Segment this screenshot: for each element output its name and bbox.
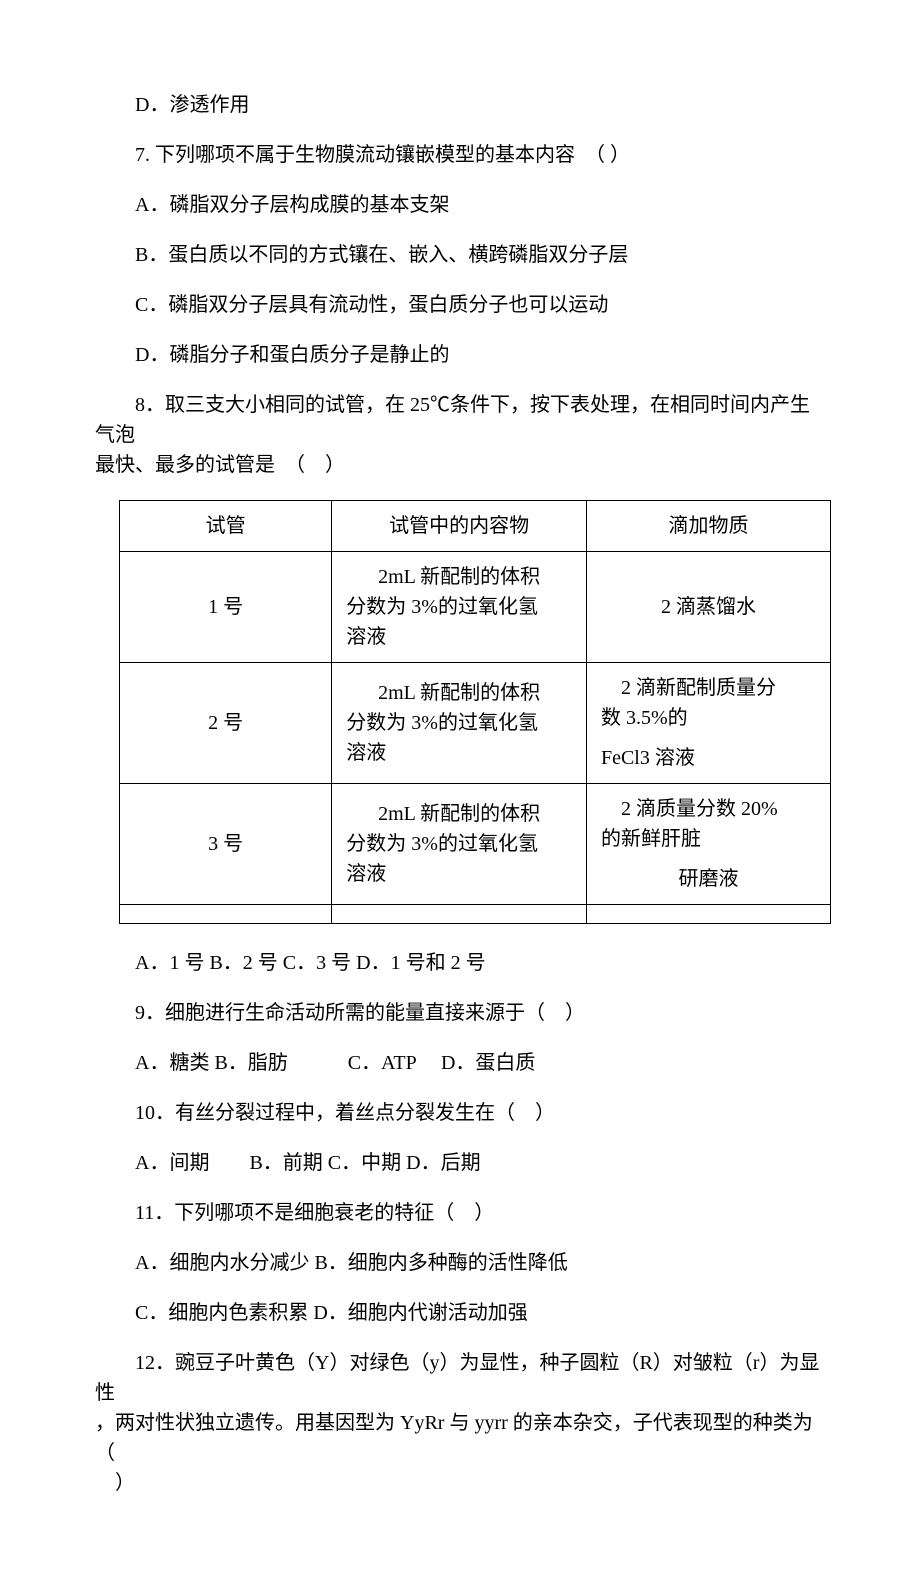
q12-line3: ） — [95, 1472, 135, 1494]
q11-stem: 11．下列哪项不是细胞衰老的特征（ ） — [95, 1198, 825, 1228]
q9-options: A．糖类 B．脂肪 C．ATP D．蛋白质 — [95, 1048, 825, 1078]
cell-line: 研磨液 — [601, 864, 816, 894]
table-cell-additive: 2 滴质量分数 20% 的新鲜肝脏 研磨液 — [586, 784, 830, 905]
cell-line: 2mL 新配制的体积 — [346, 678, 572, 708]
table-cell-additive: 2 滴新配制质量分 数 3.5%的 FeCl3 溶液 — [586, 663, 830, 784]
cell-line: 溶液 — [346, 622, 572, 652]
table-cell-tube: 1 号 — [120, 552, 332, 663]
cell-line: 分数为 3%的过氧化氢 — [346, 592, 572, 622]
q7-option-a: A．磷脂双分子层构成膜的基本支架 — [95, 190, 825, 220]
table-cell-tube: 3 号 — [120, 784, 332, 905]
q8-options: A．1 号 B．2 号 C．3 号 D．1 号和 2 号 — [95, 948, 825, 978]
q8-table: 试管 试管中的内容物 滴加物质 1 号 2mL 新配制的体积 分数为 3%的过氧… — [119, 500, 831, 924]
cell-line: 分数为 3%的过氧化氢 — [346, 829, 572, 859]
cell-line: FeCl3 溶液 — [601, 743, 816, 773]
table-header-col3: 滴加物质 — [586, 501, 830, 552]
q10-options: A．间期 B．前期 C．中期 D．后期 — [95, 1148, 825, 1178]
q12-line2: ，两对性状独立遗传。用基因型为 YyRr 与 yyrr 的亲本杂交，子代表现型的… — [95, 1412, 813, 1464]
table-empty-row — [120, 905, 831, 924]
table-cell-tube: 2 号 — [120, 663, 332, 784]
cell-line: 分数为 3%的过氧化氢 — [346, 708, 572, 738]
q7-option-b: B．蛋白质以不同的方式镶在、嵌入、横跨磷脂双分子层 — [95, 240, 825, 270]
cell-line: 2 滴蒸馏水 — [601, 592, 816, 622]
cell-line: 2 滴新配制质量分 — [601, 673, 816, 703]
q7-stem: 7. 下列哪项不属于生物膜流动镶嵌模型的基本内容 （ ） — [95, 140, 825, 170]
cell-line: 溶液 — [346, 859, 572, 889]
q7-option-c: C．磷脂双分子层具有流动性，蛋白质分子也可以运动 — [95, 290, 825, 320]
q12-line1: 12．豌豆子叶黄色（Y）对绿色（y）为显性，种子圆粒（R）对皱粒（r）为显性 — [95, 1348, 825, 1408]
table-row: 1 号 2mL 新配制的体积 分数为 3%的过氧化氢 溶液 2 滴蒸馏水 — [120, 552, 831, 663]
q8-stem: 8．取三支大小相同的试管，在 25℃条件下，按下表处理，在相同时间内产生气泡 最… — [95, 390, 825, 480]
cell-line: 的新鲜肝脏 — [601, 828, 701, 850]
q8-stem-line2: 最快、最多的试管是 （ ） — [95, 454, 345, 476]
cell-line: 2mL 新配制的体积 — [346, 562, 572, 592]
table-cell-additive: 2 滴蒸馏水 — [586, 552, 830, 663]
q11-options-ab: A．细胞内水分减少 B．细胞内多种酶的活性降低 — [95, 1248, 825, 1278]
q9-stem: 9．细胞进行生命活动所需的能量直接来源于（ ） — [95, 998, 825, 1028]
q12-stem: 12．豌豆子叶黄色（Y）对绿色（y）为显性，种子圆粒（R）对皱粒（r）为显性 ，… — [95, 1348, 825, 1498]
table-row: 2 号 2mL 新配制的体积 分数为 3%的过氧化氢 溶液 2 滴新配制质量分 … — [120, 663, 831, 784]
table-row: 3 号 2mL 新配制的体积 分数为 3%的过氧化氢 溶液 2 滴质量分数 20… — [120, 784, 831, 905]
q6-option-d: D．渗透作用 — [95, 90, 825, 120]
cell-line: 2mL 新配制的体积 — [346, 799, 572, 829]
q10-stem: 10．有丝分裂过程中，着丝点分裂发生在（ ） — [95, 1098, 825, 1128]
q11-options-cd: C．细胞内色素积累 D．细胞内代谢活动加强 — [95, 1298, 825, 1328]
table-header-col1: 试管 — [120, 501, 332, 552]
q8-stem-line1: 8．取三支大小相同的试管，在 25℃条件下，按下表处理，在相同时间内产生气泡 — [95, 390, 825, 450]
cell-line: 数 3.5%的 — [601, 707, 688, 729]
table-cell-contents: 2mL 新配制的体积 分数为 3%的过氧化氢 溶液 — [332, 663, 587, 784]
q7-option-d: D．磷脂分子和蛋白质分子是静止的 — [95, 340, 825, 370]
cell-line: 溶液 — [346, 738, 572, 768]
table-cell-contents: 2mL 新配制的体积 分数为 3%的过氧化氢 溶液 — [332, 552, 587, 663]
cell-line: 2 滴质量分数 20% — [601, 794, 816, 824]
table-header-row: 试管 试管中的内容物 滴加物质 — [120, 501, 831, 552]
table-cell-contents: 2mL 新配制的体积 分数为 3%的过氧化氢 溶液 — [332, 784, 587, 905]
table-header-col2: 试管中的内容物 — [332, 501, 587, 552]
